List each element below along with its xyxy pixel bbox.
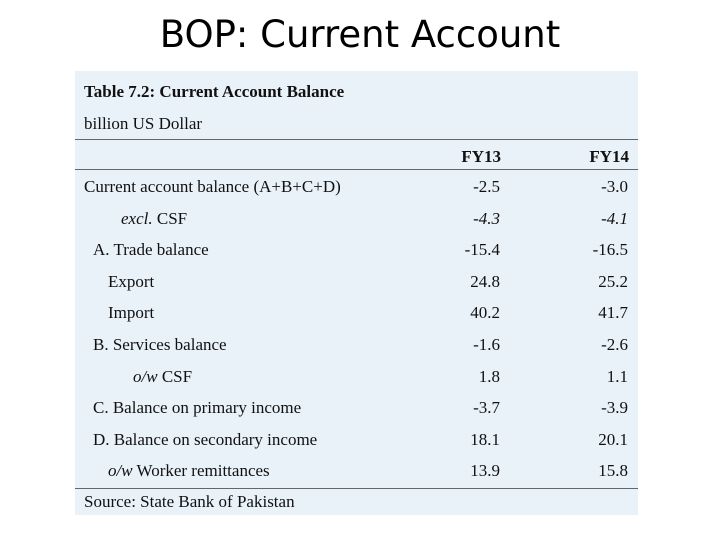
- fy14-value: 1.1: [606, 366, 628, 386]
- row-label-prefix: o/w: [108, 461, 133, 481]
- table-title: Table 7.2: Current Account Balance: [84, 82, 345, 101]
- column-header-fy14: FY14: [589, 147, 629, 166]
- fy13-value: -2.5: [473, 177, 500, 196]
- row-label: Current account balance (A+B+C+D): [84, 177, 341, 196]
- table-source-note: Source: State Bank of Pakistan: [84, 492, 295, 511]
- row-label-prefix: o/w: [133, 366, 158, 386]
- slide-title: BOP: Current Account: [159, 13, 561, 56]
- table-row: o/w CSF 1.8 1.1: [75, 361, 638, 393]
- table-row: excl. CSF -4.3 -4.1: [75, 203, 638, 235]
- row-label-text: CSF: [157, 366, 193, 386]
- header-bottom-rule: [75, 169, 638, 170]
- table-unit-label: billion US Dollar: [84, 114, 203, 133]
- fy13-value: 13.9: [470, 461, 500, 481]
- fy13-value: 24.8: [470, 271, 500, 291]
- row-label: Export: [108, 271, 155, 291]
- fy14-value: -16.5: [592, 240, 628, 260]
- row-label: o/w CSF: [133, 361, 192, 393]
- fy13-value: 40.2: [470, 303, 500, 323]
- fy14-value: 20.1: [598, 429, 628, 449]
- table-row: B. Services balance -1.6 -2.6: [75, 329, 638, 361]
- table-row: C. Balance on primary income -3.7 -3.9: [75, 392, 638, 424]
- row-label-text: CSF: [152, 208, 188, 228]
- row-label: A. Trade balance: [93, 240, 209, 260]
- fy13-value: -3.7: [473, 398, 500, 418]
- row-label: D. Balance on secondary income: [93, 429, 318, 449]
- table-row: o/w Worker remittances 13.9 15.8: [75, 455, 638, 487]
- fy14-value: 41.7: [598, 303, 628, 323]
- table-row: Export 24.8 25.2: [75, 266, 638, 298]
- row-label: C. Balance on primary income: [93, 398, 302, 418]
- row-label-text: Worker remittances: [132, 461, 270, 481]
- row-label: B. Services balance: [93, 335, 227, 354]
- fy14-value: -2.6: [601, 335, 628, 354]
- current-account-table: Table 7.2: Current Account Balance billi…: [75, 71, 638, 515]
- fy13-value: -4.3: [473, 208, 500, 228]
- row-label-prefix: excl.: [121, 208, 153, 228]
- table-row: Import 40.2 41.7: [75, 297, 638, 329]
- fy13-value: -1.6: [473, 335, 500, 354]
- table-row: Current account balance (A+B+C+D) -2.5 -…: [75, 171, 638, 203]
- fy14-value: 25.2: [598, 271, 628, 291]
- row-label: o/w Worker remittances: [108, 455, 270, 487]
- table-bottom-rule: [75, 488, 638, 489]
- fy14-value: -3.9: [601, 398, 628, 418]
- column-header-fy13: FY13: [461, 147, 501, 166]
- header-top-rule: [75, 139, 638, 140]
- fy14-value: -3.0: [601, 177, 628, 196]
- fy14-value: -4.1: [601, 208, 628, 228]
- fy14-value: 15.8: [598, 461, 628, 481]
- fy13-value: 1.8: [478, 366, 500, 386]
- fy13-value: 18.1: [470, 429, 500, 449]
- table-row: A. Trade balance -15.4 -16.5: [75, 234, 638, 266]
- row-label: Import: [108, 303, 155, 323]
- fy13-value: -15.4: [464, 240, 500, 260]
- table-row: D. Balance on secondary income 18.1 20.1: [75, 424, 638, 456]
- row-label: excl. CSF: [121, 203, 187, 235]
